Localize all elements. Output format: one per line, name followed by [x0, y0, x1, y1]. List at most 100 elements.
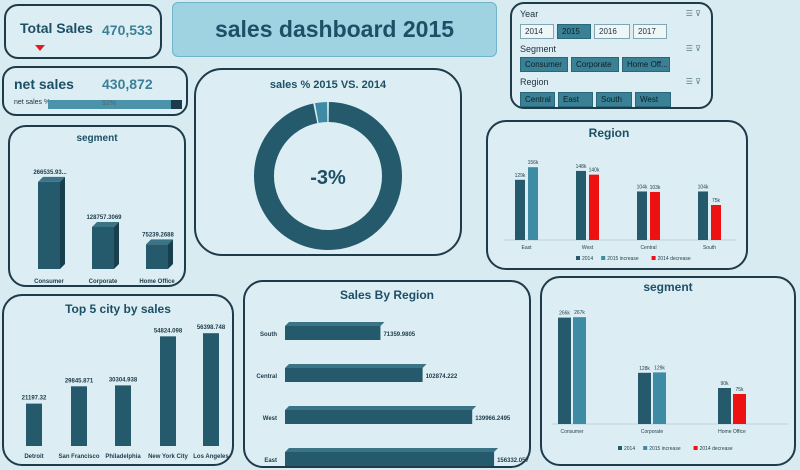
year-option-2017[interactable]: 2017: [633, 24, 667, 39]
region-bar: [515, 179, 525, 240]
top5-data-label: 30304.938: [109, 377, 138, 383]
net-sales-value: 430,872: [102, 76, 153, 92]
segment-small-tick-label: Home Office: [139, 279, 175, 285]
segment-option-consumer[interactable]: Consumer: [520, 57, 568, 72]
segment_big-title: segment: [643, 280, 692, 294]
segment-small-bar-side: [168, 239, 173, 269]
top5-bar: [71, 386, 87, 446]
year-option-2015[interactable]: 2015: [557, 24, 591, 39]
sales-by-region-bar: [285, 410, 473, 424]
segment-small-bar-top: [146, 239, 173, 245]
segment-small-chart: segment 266535.93... Consumer 128757.3069 Co…: [33, 133, 175, 285]
donut-chart: sales % 2015 VS. 2014 -3%: [254, 79, 402, 250]
region-data-label: 104k: [637, 184, 648, 190]
top5-data-label: 54824.098: [154, 328, 183, 334]
down-arrow-icon: [35, 45, 45, 51]
slicer-panel: Year ☰ ⊽ 2014 2015 2016 2017 Segment ☰ ⊽ Co…: [510, 2, 713, 109]
top5-tick-label: Los Angeles: [193, 454, 229, 460]
year-slicer-label: Year: [520, 9, 539, 19]
segment_big-data-label: 129k: [654, 365, 665, 371]
year-option-2014[interactable]: 2014: [520, 24, 554, 39]
segment_big-legend-label: 2014 decrease: [700, 446, 733, 452]
region-tick-label: Central: [640, 245, 656, 251]
segment-small-bar: [38, 181, 60, 269]
segment-small-data-label: 75239.2688: [142, 232, 174, 238]
segment_big-tick-label: Home Office: [718, 429, 746, 435]
segment-small-bar-top: [92, 221, 119, 227]
sales-by-region-tick-label: West: [263, 416, 277, 422]
region-option-west[interactable]: West: [635, 92, 671, 107]
segment_big-data-label: 90k: [720, 381, 729, 387]
net-sales-card: net sales 430,872 net sales % 92%: [2, 66, 188, 116]
segment-option-corporate[interactable]: Corporate: [571, 57, 619, 72]
segment_big-bar: [638, 372, 651, 424]
top5-data-label: 21197.32: [22, 396, 47, 402]
region-bar: [698, 191, 708, 240]
filter-icon[interactable]: ☰ ⊽: [685, 44, 701, 53]
region-legend-label: 2014: [582, 256, 593, 262]
segment-small-data-label: 128757.3069: [86, 215, 122, 221]
segment-small-bar: [146, 244, 168, 269]
region-data-label: 156k: [528, 160, 539, 166]
segment-small-bar-side: [60, 176, 65, 269]
segment_big-legend-swatch: [693, 446, 698, 450]
filter-icon[interactable]: ☰ ⊽: [685, 9, 701, 18]
top5-bar: [160, 336, 176, 446]
top5-tick-label: San Francisco: [58, 454, 99, 460]
top5-bar: [115, 385, 131, 446]
sales-by-region-tick-label: South: [260, 332, 277, 338]
region-legend-label: 2014 decrease: [658, 256, 691, 262]
year-slicer: 2014 2015 2016 2017: [520, 24, 667, 39]
segment_big-bar: [733, 394, 746, 424]
segment_big-bar: [718, 388, 731, 424]
donut-center-label: -3%: [310, 167, 346, 189]
region-option-south[interactable]: South: [596, 92, 632, 107]
year-option-2016[interactable]: 2016: [594, 24, 630, 39]
region-tick-label: South: [703, 245, 716, 251]
segment-big-panel: segment 266k 267k Consumer 128k 129k Corporate…: [540, 276, 796, 466]
top5-data-label: 56398.748: [197, 325, 226, 331]
segment-small-data-label: 266535.93...: [33, 170, 67, 176]
sales-by-region-tick-label: East: [264, 458, 277, 464]
sales-by-region-bar-top: [285, 448, 499, 452]
region-bar: [576, 170, 586, 240]
sales-by-region-bar-top: [285, 364, 427, 368]
region-bar: [637, 191, 647, 240]
segment_big-legend-label: 2014: [624, 446, 635, 452]
segment_big-data-label: 266k: [559, 311, 570, 317]
sales-by-region-data-label: 102874.222: [426, 374, 458, 380]
region-bar: [711, 205, 721, 240]
region-option-central[interactable]: Central: [520, 92, 555, 107]
segment-option-home-off-[interactable]: Home Off...: [622, 57, 670, 72]
top5-tick-label: Detroit: [24, 454, 43, 460]
region-data-label: 148k: [576, 164, 587, 170]
sales-by-region-bar: [285, 452, 495, 466]
region-data-label: 129k: [515, 173, 526, 179]
sales-by-region-bar-top: [285, 406, 477, 410]
segment-big-chart: segment 266k 267k Consumer 128k 129k Corporate…: [552, 280, 788, 452]
region-data-label: 104k: [698, 184, 709, 190]
top5-chart: Top 5 city by sales 21197.32 Detroit 29845.…: [22, 302, 230, 460]
region-tick-label: West: [582, 245, 594, 251]
segment_big-bar: [573, 317, 586, 424]
segment_big-data-label: 128k: [639, 366, 650, 372]
sales-by-region-chart: Sales By Region South 71359.9805 Central 102…: [256, 288, 529, 466]
sales-by-region-data-label: 139966.2495: [475, 416, 511, 422]
region-bar: [589, 174, 599, 240]
region-option-east[interactable]: East: [558, 92, 593, 107]
net-sales-progress-fill: [48, 100, 172, 109]
segment_big-tick-label: Consumer: [560, 429, 583, 435]
top5-data-label: 29845.871: [65, 378, 94, 384]
segment_big-data-label: 75k: [735, 387, 744, 393]
region-slicer: Central East South West: [520, 92, 671, 107]
sales-by-region-bar-top: [285, 322, 385, 326]
filter-icon[interactable]: ☰ ⊽: [685, 77, 701, 86]
segment_big-bar: [558, 317, 571, 424]
segment-slicer-label: Segment: [520, 44, 557, 54]
net-sales-label: net sales: [14, 76, 74, 92]
region-bar: [528, 167, 538, 240]
donut-slice: [315, 102, 328, 123]
top5-tick-label: New York City: [148, 454, 188, 460]
region-data-label: 140k: [589, 168, 600, 174]
